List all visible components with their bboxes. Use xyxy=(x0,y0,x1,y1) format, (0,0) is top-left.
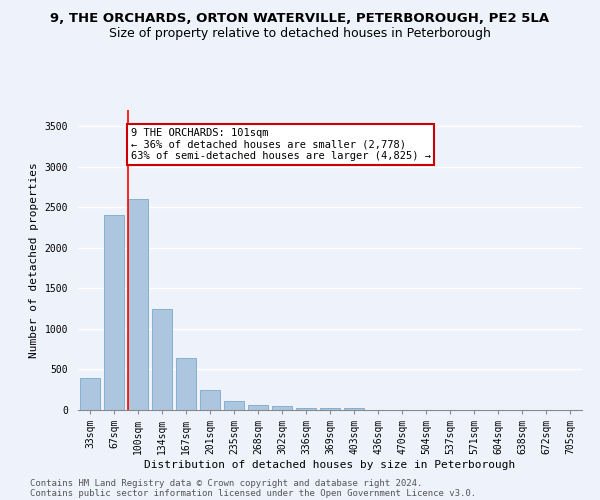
Bar xyxy=(320,408,340,410)
Bar xyxy=(344,408,364,410)
Y-axis label: Number of detached properties: Number of detached properties xyxy=(29,162,39,358)
Bar xyxy=(296,408,316,410)
Text: 9, THE ORCHARDS, ORTON WATERVILLE, PETERBOROUGH, PE2 5LA: 9, THE ORCHARDS, ORTON WATERVILLE, PETER… xyxy=(50,12,550,26)
Bar xyxy=(200,390,220,410)
Text: Contains public sector information licensed under the Open Government Licence v3: Contains public sector information licen… xyxy=(30,488,476,498)
Bar xyxy=(248,405,268,410)
Bar xyxy=(224,401,244,410)
Text: Contains HM Land Registry data © Crown copyright and database right 2024.: Contains HM Land Registry data © Crown c… xyxy=(30,478,422,488)
Bar xyxy=(272,406,292,410)
Bar xyxy=(152,308,172,410)
Text: 9 THE ORCHARDS: 101sqm
← 36% of detached houses are smaller (2,778)
63% of semi-: 9 THE ORCHARDS: 101sqm ← 36% of detached… xyxy=(131,128,431,161)
Bar xyxy=(176,358,196,410)
Bar xyxy=(128,199,148,410)
Text: Size of property relative to detached houses in Peterborough: Size of property relative to detached ho… xyxy=(109,28,491,40)
X-axis label: Distribution of detached houses by size in Peterborough: Distribution of detached houses by size … xyxy=(145,460,515,470)
Bar xyxy=(104,216,124,410)
Bar xyxy=(80,378,100,410)
